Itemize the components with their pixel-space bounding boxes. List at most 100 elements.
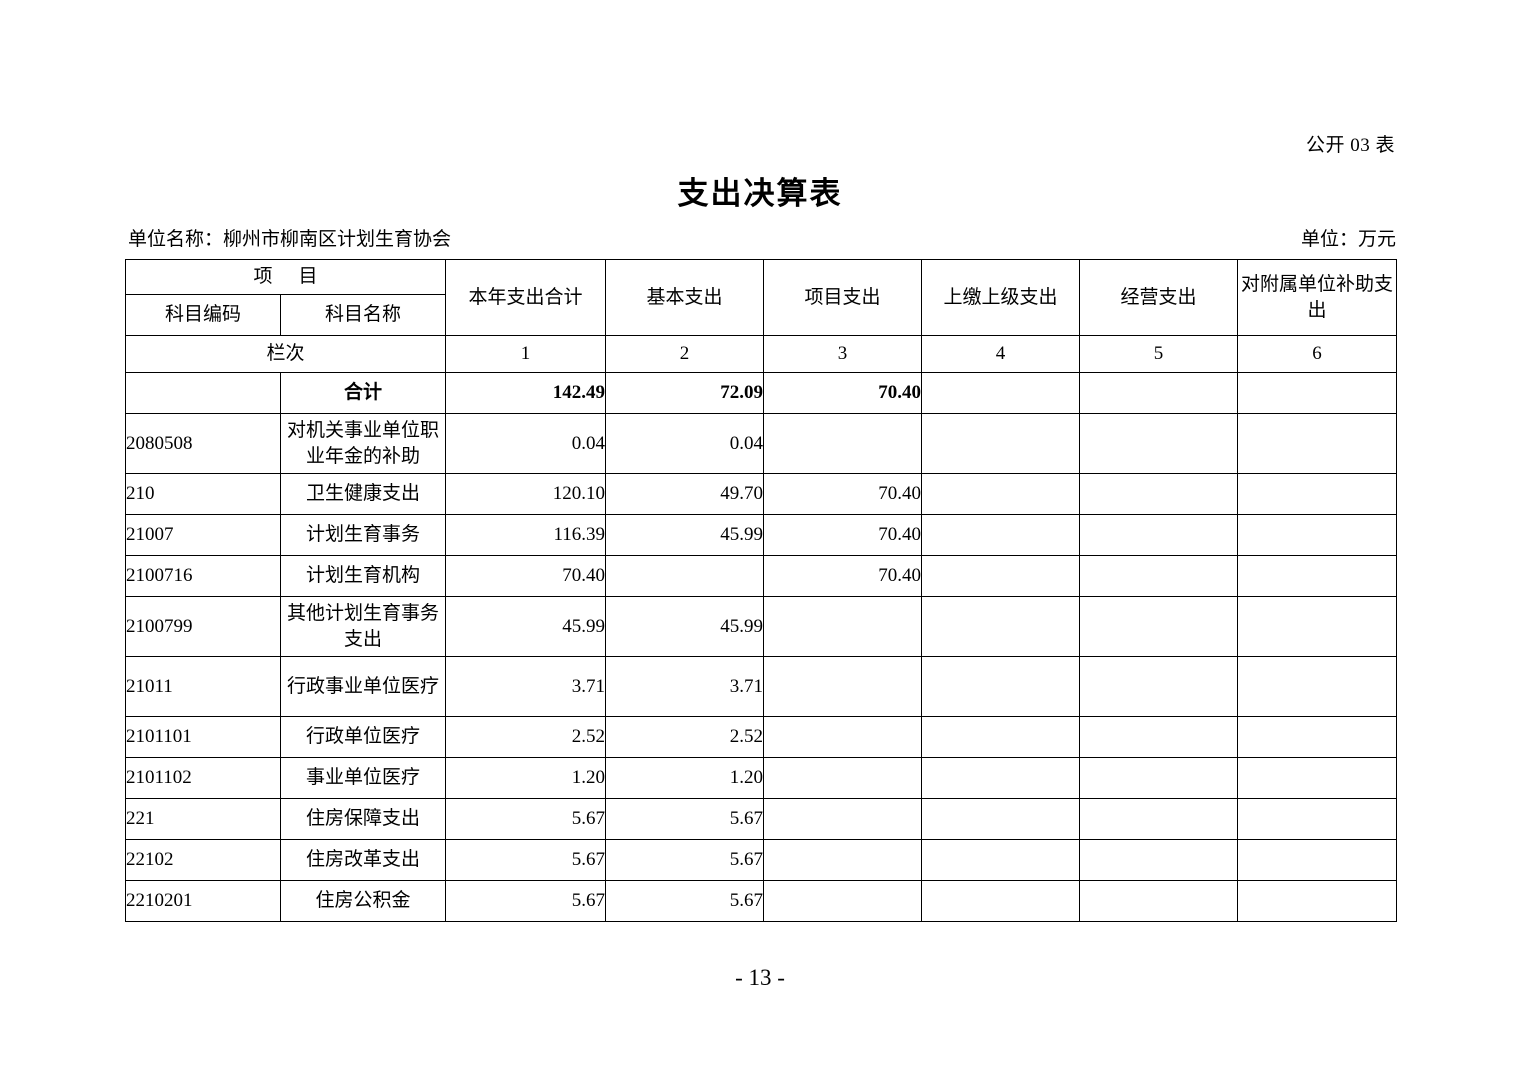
cell-value-col-3 xyxy=(763,839,922,881)
table-row: 2100716 计划生育机构 70.40 70.40 xyxy=(125,555,1397,597)
meta-row: 单位名称：柳州市柳南区计划生育协会 单位：万元 xyxy=(128,224,1396,251)
cell-value-col-5 xyxy=(1079,880,1238,922)
header-rank-3: 3 xyxy=(763,335,922,373)
table-row: 2210201 住房公积金 5.67 5.67 xyxy=(125,880,1397,922)
table-row: 22102 住房改革支出 5.67 5.67 xyxy=(125,839,1397,881)
page-title: 支出决算表 xyxy=(677,176,843,211)
cell-value-col-1: 0.04 xyxy=(445,413,606,474)
cell-subject-code: 2101101 xyxy=(125,716,281,758)
cell-value-col-1: 120.10 xyxy=(445,473,606,515)
cell-value-col-3: 70.40 xyxy=(763,473,922,515)
cell-value-col-3 xyxy=(763,656,922,717)
cell-value-col-3 xyxy=(763,880,922,922)
cell-value-col-2: 5.67 xyxy=(605,839,764,881)
cell-value-col-1: 45.99 xyxy=(445,596,606,657)
cell-value-col-5 xyxy=(1079,757,1238,799)
cell-value-col-1: 70.40 xyxy=(445,555,606,597)
cell-value-col-6 xyxy=(1237,473,1397,515)
cell-value-col-4 xyxy=(921,839,1080,881)
cell-value-col-2: 1.20 xyxy=(605,757,764,799)
cell-value-col-6 xyxy=(1237,839,1397,881)
cell-subject-name: 行政事业单位医疗 xyxy=(280,656,446,717)
table-row: 21011 行政事业单位医疗 3.71 3.71 xyxy=(125,656,1397,717)
cell-value-col-3 xyxy=(763,798,922,840)
cell-value-col-5 xyxy=(1079,656,1238,717)
cell-value-col-3 xyxy=(763,716,922,758)
expenditure-table-wrapper: 项目 本年支出合计 基本支出 项目支出 上缴上级支出 经营支出 对附属单位补助支… xyxy=(125,259,1397,922)
cell-value-col-6 xyxy=(1237,757,1397,799)
cell-value-col-6 xyxy=(1237,798,1397,840)
table-row: 2100799 其他计划生育事务支出 45.99 45.99 xyxy=(125,596,1397,657)
expenditure-table: 项目 本年支出合计 基本支出 项目支出 上缴上级支出 经营支出 对附属单位补助支… xyxy=(125,259,1397,922)
cell-subject-code: 21011 xyxy=(125,656,281,717)
cell-subject-code: 21007 xyxy=(125,514,281,556)
header-subject-name: 科目名称 xyxy=(280,294,446,336)
cell-value-col-3: 70.40 xyxy=(763,555,922,597)
header-subject-code: 科目编码 xyxy=(125,294,281,336)
cell-value-col-4 xyxy=(921,716,1080,758)
cell-value-col-4 xyxy=(921,473,1080,515)
cell-value-col-1: 3.71 xyxy=(445,656,606,717)
header-rank-label: 栏次 xyxy=(125,335,446,373)
table-header-row-group: 项目 本年支出合计 基本支出 项目支出 上缴上级支出 经营支出 对附属单位补助支… xyxy=(125,259,1397,336)
table-row: 210 卫生健康支出 120.10 49.70 70.40 xyxy=(125,473,1397,515)
cell-subject-name: 住房公积金 xyxy=(280,880,446,922)
header-col-current-year-total: 本年支出合计 xyxy=(445,259,606,336)
cell-subject-name: 住房保障支出 xyxy=(280,798,446,840)
header-item-part2: 目 xyxy=(298,266,318,288)
cell-subject-name: 事业单位医疗 xyxy=(280,757,446,799)
cell-subject-name: 合计 xyxy=(280,372,446,414)
cell-value-col-5 xyxy=(1079,473,1238,515)
table-header-row-rank: 栏次 1 2 3 4 5 6 xyxy=(125,335,1397,373)
cell-value-col-6 xyxy=(1237,372,1397,414)
cell-value-col-2: 49.70 xyxy=(605,473,764,515)
cell-value-col-2: 5.67 xyxy=(605,798,764,840)
header-rank-6: 6 xyxy=(1237,335,1397,373)
header-col-subsidy-to-affiliated-units: 对附属单位补助支出 xyxy=(1237,259,1397,336)
cell-value-col-5 xyxy=(1079,555,1238,597)
cell-subject-code: 2100716 xyxy=(125,555,281,597)
cell-subject-name: 卫生健康支出 xyxy=(280,473,446,515)
cell-value-col-3: 70.40 xyxy=(763,372,922,414)
cell-value-col-1: 116.39 xyxy=(445,514,606,556)
cell-value-col-6 xyxy=(1237,656,1397,717)
cell-value-col-4 xyxy=(921,656,1080,717)
table-row: 21007 计划生育事务 116.39 45.99 70.40 xyxy=(125,514,1397,556)
table-row: 2080508 对机关事业单位职业年金的补助 0.04 0.04 xyxy=(125,413,1397,474)
header-item-group: 项目 xyxy=(125,259,446,295)
table-row: 221 住房保障支出 5.67 5.67 xyxy=(125,798,1397,840)
cell-value-col-4 xyxy=(921,413,1080,474)
cell-value-col-5 xyxy=(1079,798,1238,840)
page-number: - 13 - xyxy=(735,965,785,990)
cell-subject-name: 对机关事业单位职业年金的补助 xyxy=(280,413,446,474)
cell-value-col-2: 5.67 xyxy=(605,880,764,922)
cell-value-col-1: 5.67 xyxy=(445,839,606,881)
cell-value-col-1: 2.52 xyxy=(445,716,606,758)
unit-name-label: 单位名称：柳州市柳南区计划生育协会 xyxy=(128,229,452,250)
cell-value-col-3 xyxy=(763,757,922,799)
cell-value-col-2: 3.71 xyxy=(605,656,764,717)
cell-value-col-4 xyxy=(921,596,1080,657)
currency-unit-label: 单位：万元 xyxy=(1300,229,1396,250)
cell-subject-name: 行政单位医疗 xyxy=(280,716,446,758)
cell-value-col-6 xyxy=(1237,514,1397,556)
cell-value-col-4 xyxy=(921,757,1080,799)
cell-value-col-2: 45.99 xyxy=(605,514,764,556)
cell-subject-code: 221 xyxy=(125,798,281,840)
cell-value-col-6 xyxy=(1237,596,1397,657)
table-row: 合计 142.49 72.09 70.40 xyxy=(125,372,1397,414)
cell-subject-name: 其他计划生育事务支出 xyxy=(280,596,446,657)
cell-value-col-2: 0.04 xyxy=(605,413,764,474)
cell-value-col-2: 72.09 xyxy=(605,372,764,414)
cell-value-col-6 xyxy=(1237,555,1397,597)
cell-value-col-1: 142.49 xyxy=(445,372,606,414)
header-col-remittance-to-superior: 上缴上级支出 xyxy=(921,259,1080,336)
cell-subject-code: 22102 xyxy=(125,839,281,881)
cell-subject-name: 计划生育机构 xyxy=(280,555,446,597)
header-col-project-expenditure: 项目支出 xyxy=(763,259,922,336)
cell-subject-code: 2210201 xyxy=(125,880,281,922)
header-item-part1: 项 xyxy=(253,266,273,288)
cell-subject-code: 210 xyxy=(125,473,281,515)
header-col-operating-expenditure: 经营支出 xyxy=(1079,259,1238,336)
